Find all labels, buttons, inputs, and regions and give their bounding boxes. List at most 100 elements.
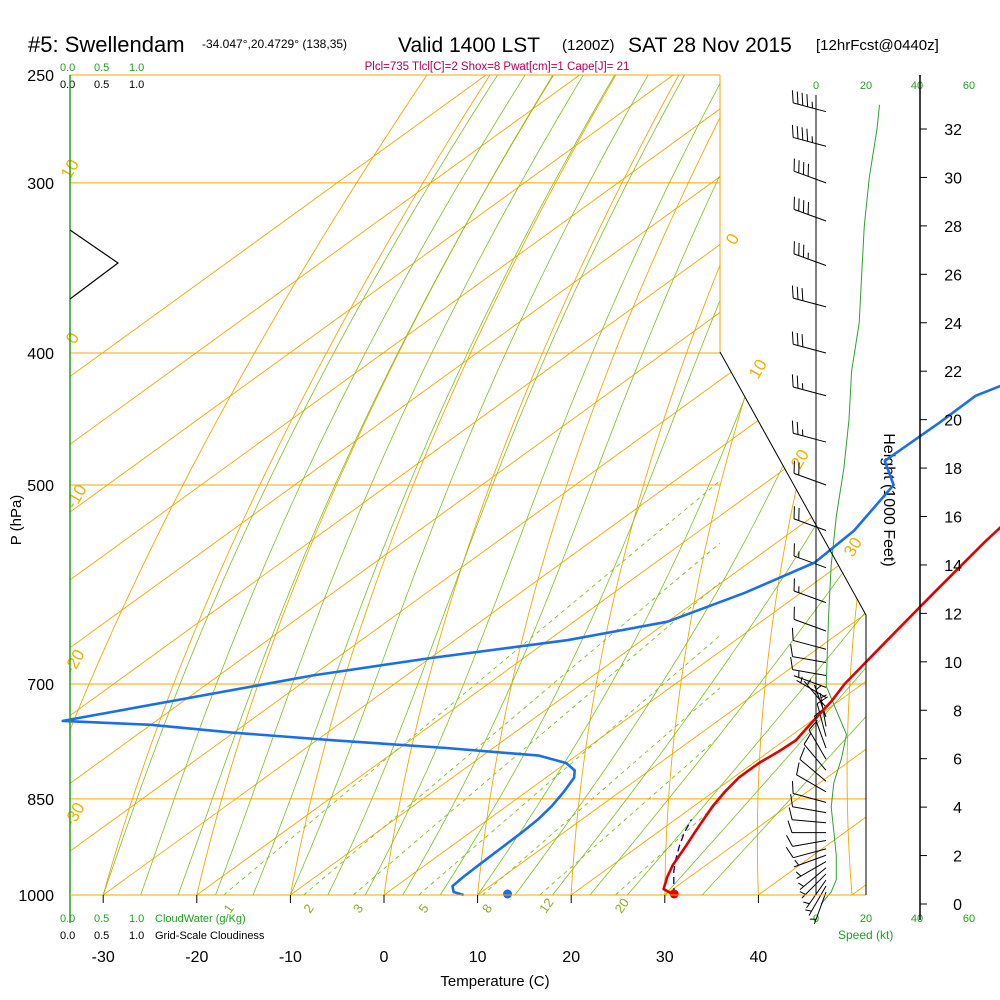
cloud-tick-green-bottom: 1.0	[129, 913, 144, 925]
wind-speed-line	[820, 104, 880, 905]
barb-staff	[793, 208, 827, 222]
height-tick-label: 18	[944, 461, 962, 478]
barb-flag	[803, 733, 812, 745]
dry-adiabat	[756, 352, 866, 895]
barb-staff	[793, 297, 827, 308]
mixing-ratio-label: 12	[536, 895, 557, 915]
isotherm	[70, 75, 487, 378]
wind-barb	[809, 891, 827, 925]
barb-flag	[816, 696, 829, 705]
barb-flag	[787, 820, 793, 833]
cloudiness-marker	[69, 229, 120, 300]
isotherm	[720, 352, 866, 895]
wind-barb	[790, 657, 827, 677]
isotherm	[383, 650, 720, 895]
moist-adiabat	[439, 299, 720, 895]
wind-barb	[796, 676, 827, 698]
wind-barb	[793, 671, 827, 688]
isotherm	[812, 0, 1000, 924]
speed-tick-top: 20	[860, 80, 872, 92]
isotherm	[720, 352, 866, 895]
isotherm	[811, 352, 866, 895]
wind-barb	[791, 627, 827, 650]
cloud-tick-green-top: 0.5	[94, 62, 109, 74]
dry-adiabat	[70, 75, 428, 732]
moist-adiabat	[720, 352, 762, 895]
barb-flag	[790, 644, 794, 657]
moist-adiabat	[402, 174, 720, 895]
temp-tick-label: 40	[750, 949, 768, 966]
wind-barb	[793, 854, 827, 868]
isotherm	[70, 108, 720, 581]
temp-tick-label: -30	[92, 949, 115, 966]
moist-adiabat	[327, 75, 685, 895]
barb-staff	[792, 806, 827, 814]
mixing-ratio-label: 2	[300, 901, 316, 916]
isotherm	[70, 75, 581, 445]
isotherm	[70, 176, 720, 649]
barb-flag	[796, 332, 799, 346]
barb-staff	[813, 891, 827, 925]
barb-flag	[796, 126, 799, 139]
zulu-time: (1200Z)	[562, 37, 615, 54]
barb-staff	[793, 793, 827, 803]
isotherm	[720, 352, 866, 895]
wind-barb	[791, 90, 827, 113]
sounding-traces	[61, 384, 1000, 899]
barb-staff	[793, 675, 827, 688]
pressure-tick-label: 300	[27, 176, 54, 193]
isotherm	[720, 352, 856, 895]
moist-adiabat	[131, 0, 612, 924]
barb-staff	[793, 386, 827, 397]
station-title: #5: Swellendam	[28, 32, 185, 57]
height-tick-label: 6	[953, 752, 962, 769]
speed-tick-bottom: 20	[860, 913, 872, 925]
moist-adiabat	[720, 352, 866, 895]
height-tick-label: 14	[944, 558, 962, 575]
height-tick-label: 4	[953, 800, 962, 817]
isotherm-label: 10	[745, 356, 771, 382]
barb-half	[815, 685, 822, 691]
barb-flag	[791, 90, 794, 103]
wind-barb	[799, 873, 827, 899]
isotherm-label: -20	[60, 646, 89, 677]
barb-half	[795, 871, 802, 877]
cloud-tick-black-top: 0.5	[94, 79, 109, 91]
wind-barb	[793, 241, 827, 266]
dry-adiabat	[477, 116, 720, 895]
barb-staff	[793, 432, 827, 443]
station-coords: -34.047°,20.4729° (138,35)	[202, 37, 347, 51]
isotherm	[720, 352, 866, 895]
wind-barb	[793, 158, 827, 184]
pressure-tick-label: 400	[27, 346, 54, 363]
pressure-tick-label: 500	[27, 478, 54, 495]
barb-flag	[801, 334, 804, 347]
barb-flag	[791, 124, 794, 138]
wind-barb	[793, 606, 827, 632]
temp-tick-label: 0	[380, 949, 389, 966]
barb-staff	[793, 848, 827, 859]
dry-adiabat	[847, 0, 1000, 924]
cloudwater-label: CloudWater (g/Kg)	[155, 913, 246, 925]
barb-staff	[808, 729, 827, 760]
barb-half	[800, 676, 803, 683]
barb-staff	[801, 873, 827, 899]
wind-barb	[793, 196, 827, 222]
moist-adiabat	[140, 75, 526, 895]
height-tick-label: 2	[953, 849, 962, 866]
cloud-tick-green-top: 1.0	[129, 62, 144, 74]
dewpoint-line	[61, 384, 1000, 897]
barb-flag	[791, 420, 794, 434]
height-tick-label: 24	[944, 316, 962, 333]
barb-flag	[785, 846, 794, 858]
barb-staff	[793, 555, 827, 569]
y-axis-title: P (hPa)	[8, 495, 25, 546]
dry-adiabat	[664, 484, 720, 895]
wind-barb	[790, 794, 827, 814]
barb-half	[803, 901, 810, 905]
cloud-tick-green-bottom: 0.5	[94, 913, 109, 925]
barb-flag	[790, 794, 794, 807]
isotherm	[570, 786, 720, 895]
surface-dewpoint-dot	[503, 889, 513, 899]
